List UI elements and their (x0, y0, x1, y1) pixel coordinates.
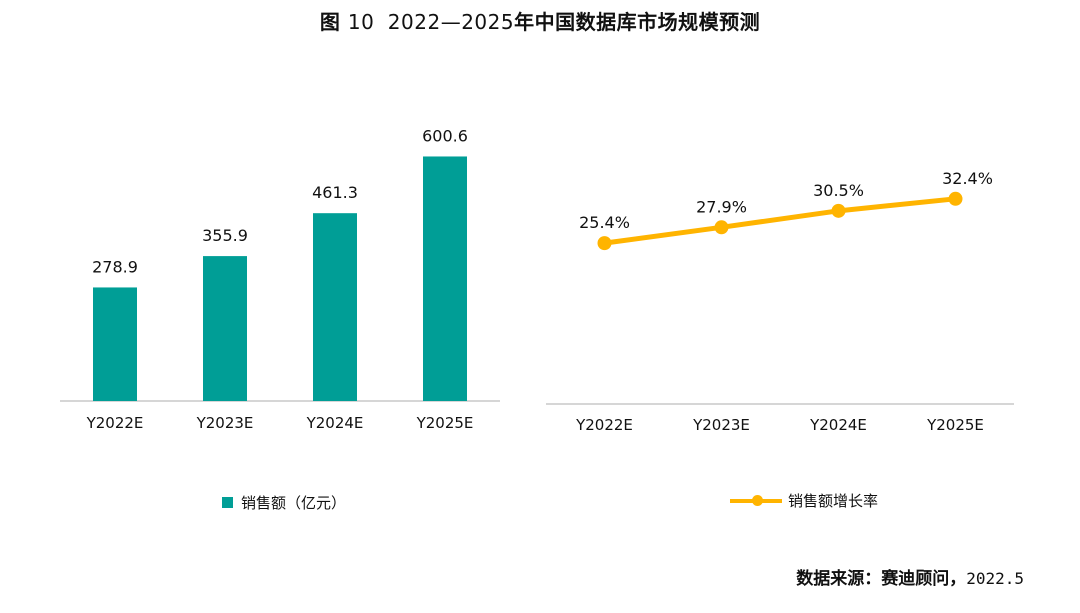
line-legend-swatch (730, 494, 782, 506)
source-note: 数据来源：赛迪顾问，2022.5 (796, 564, 1024, 589)
growth-point-y2023e (714, 220, 729, 235)
figure-number: 10 (347, 10, 375, 34)
bar-y2023e (203, 256, 247, 401)
bar-legend: 销售额（亿元） (222, 492, 346, 513)
bar-legend-swatch (222, 497, 233, 508)
source-date: 2022.5 (966, 569, 1024, 588)
bar-x-tick-label: Y2023E (196, 414, 254, 432)
line-x-tick-label: Y2024E (809, 416, 867, 434)
bar-x-tick-label: Y2025E (416, 414, 474, 432)
chart-title: 图 10 2022—2025年中国数据库市场规模预测 (0, 6, 1080, 35)
bar-value-label: 600.6 (422, 126, 468, 145)
line-legend: 销售额增长率 (730, 490, 878, 511)
figure-label: 图 (319, 10, 341, 34)
source-label: 数据来源：赛迪顾问， (796, 569, 967, 589)
growth-point-y2022e (597, 236, 612, 251)
bar-value-label: 355.9 (202, 226, 248, 245)
bar-x-tick-label: Y2022E (86, 414, 144, 432)
bar-y2022e (93, 287, 137, 401)
growth-point-y2025e (948, 191, 963, 206)
bar-legend-label: 销售额（亿元） (241, 494, 347, 512)
line-x-tick-label: Y2025E (926, 416, 984, 434)
growth-point-y2024e (831, 203, 846, 218)
growth-value-label: 25.4% (579, 213, 630, 232)
bar-y2024e (313, 213, 357, 401)
line-x-tick-label: Y2022E (575, 416, 633, 434)
title-text: 年中国数据库市场规模预测 (514, 10, 761, 34)
growth-rate-line (602, 196, 958, 246)
line-legend-label: 销售额增长率 (788, 492, 879, 510)
bar-y2025e (423, 156, 467, 401)
bar-x-tick-label: Y2024E (306, 414, 364, 432)
line-x-tick-label: Y2023E (692, 416, 750, 434)
title-years: 2022—2025 (387, 10, 515, 34)
growth-value-label: 27.9% (696, 197, 747, 216)
growth-value-label: 30.5% (813, 181, 864, 200)
growth-value-label: 32.4% (942, 169, 993, 188)
bar-value-label: 278.9 (92, 257, 138, 276)
bar-value-label: 461.3 (312, 183, 358, 202)
